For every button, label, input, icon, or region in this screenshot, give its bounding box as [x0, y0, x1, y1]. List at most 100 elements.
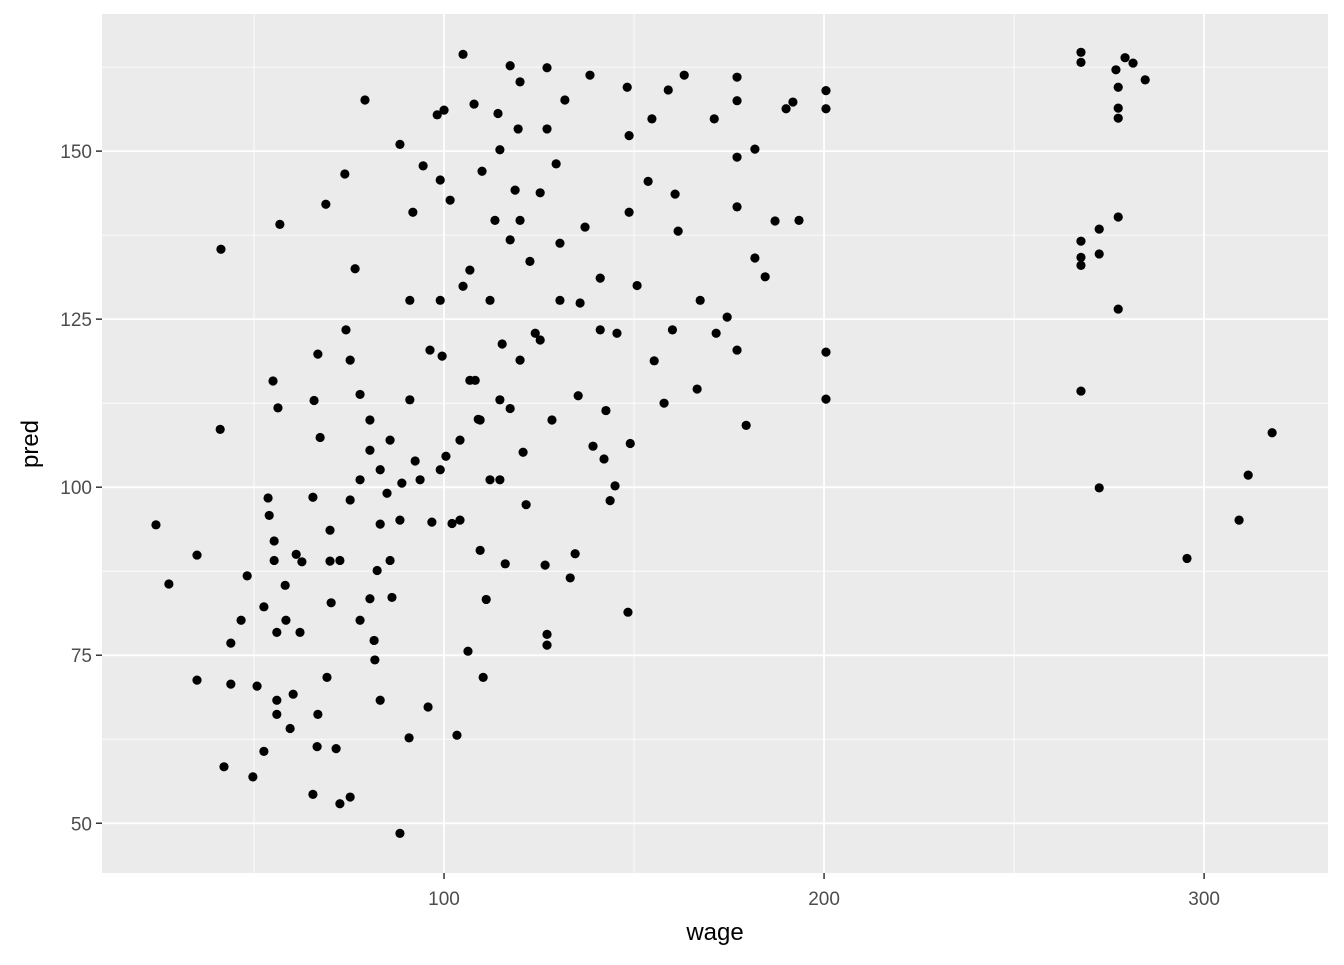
point — [219, 762, 229, 772]
point — [455, 515, 465, 525]
point — [370, 655, 380, 665]
point — [455, 435, 465, 445]
point — [555, 238, 565, 248]
point — [1094, 483, 1104, 493]
point — [321, 199, 331, 209]
point — [308, 789, 318, 799]
point — [732, 345, 742, 355]
point — [432, 110, 442, 120]
point — [248, 772, 258, 782]
point — [280, 580, 290, 590]
point — [709, 114, 719, 124]
point — [1076, 252, 1086, 262]
point — [340, 169, 350, 179]
point — [408, 207, 418, 217]
point — [475, 415, 485, 425]
point — [322, 672, 332, 683]
point — [1094, 249, 1104, 259]
point — [722, 312, 732, 322]
point — [272, 627, 282, 637]
point — [1076, 260, 1086, 270]
point — [732, 152, 742, 162]
point — [269, 536, 279, 546]
point — [372, 565, 382, 576]
point — [1076, 236, 1086, 246]
point — [423, 702, 433, 712]
point — [794, 215, 804, 225]
point — [242, 571, 252, 581]
point — [410, 456, 420, 466]
point — [1120, 53, 1130, 63]
point — [555, 295, 565, 305]
point — [1113, 82, 1123, 92]
point — [308, 492, 318, 502]
point — [447, 518, 457, 529]
point — [542, 63, 552, 73]
point — [263, 493, 273, 503]
point — [505, 61, 515, 71]
point — [505, 235, 515, 245]
point — [510, 185, 520, 195]
point — [441, 451, 451, 461]
point — [732, 202, 742, 212]
point — [216, 244, 226, 254]
point — [385, 435, 395, 445]
point — [395, 139, 405, 149]
point — [437, 351, 447, 361]
point — [281, 615, 291, 625]
point — [565, 573, 575, 583]
y-tick-label: 150 — [60, 142, 92, 163]
point — [692, 384, 702, 394]
point — [345, 355, 355, 365]
point — [821, 347, 831, 357]
point — [495, 395, 505, 405]
point — [1243, 470, 1253, 480]
point — [259, 602, 269, 612]
point — [273, 403, 283, 413]
point — [663, 85, 673, 95]
point — [269, 555, 279, 566]
point — [573, 391, 583, 401]
x-axis-label: wage — [685, 919, 743, 946]
point — [427, 517, 437, 527]
point — [1113, 113, 1123, 123]
point — [490, 215, 500, 225]
point — [624, 131, 634, 141]
point — [659, 398, 669, 408]
point — [530, 328, 540, 338]
point — [570, 549, 580, 559]
point — [670, 189, 680, 199]
point — [435, 175, 445, 185]
point — [385, 555, 395, 566]
point — [575, 298, 585, 308]
point — [505, 403, 515, 414]
y-tick-label: 125 — [60, 310, 92, 331]
point — [1076, 386, 1086, 396]
point — [1182, 553, 1192, 564]
point — [425, 345, 435, 355]
point — [405, 295, 415, 305]
point — [711, 328, 721, 338]
point — [781, 104, 791, 114]
point — [312, 742, 322, 752]
point — [375, 695, 385, 705]
point — [515, 77, 525, 87]
y-tick-label: 100 — [60, 478, 92, 499]
point — [331, 744, 341, 754]
point — [268, 376, 278, 386]
point — [415, 475, 425, 485]
point — [395, 515, 405, 525]
point — [513, 124, 523, 134]
point — [673, 226, 683, 236]
point — [667, 325, 678, 335]
point — [445, 195, 455, 205]
point — [1076, 47, 1086, 57]
point — [341, 325, 351, 335]
point — [821, 86, 831, 96]
point — [215, 424, 225, 434]
point — [465, 265, 475, 275]
point — [360, 95, 370, 105]
point — [418, 161, 428, 171]
point — [1113, 304, 1123, 314]
point — [622, 82, 632, 92]
